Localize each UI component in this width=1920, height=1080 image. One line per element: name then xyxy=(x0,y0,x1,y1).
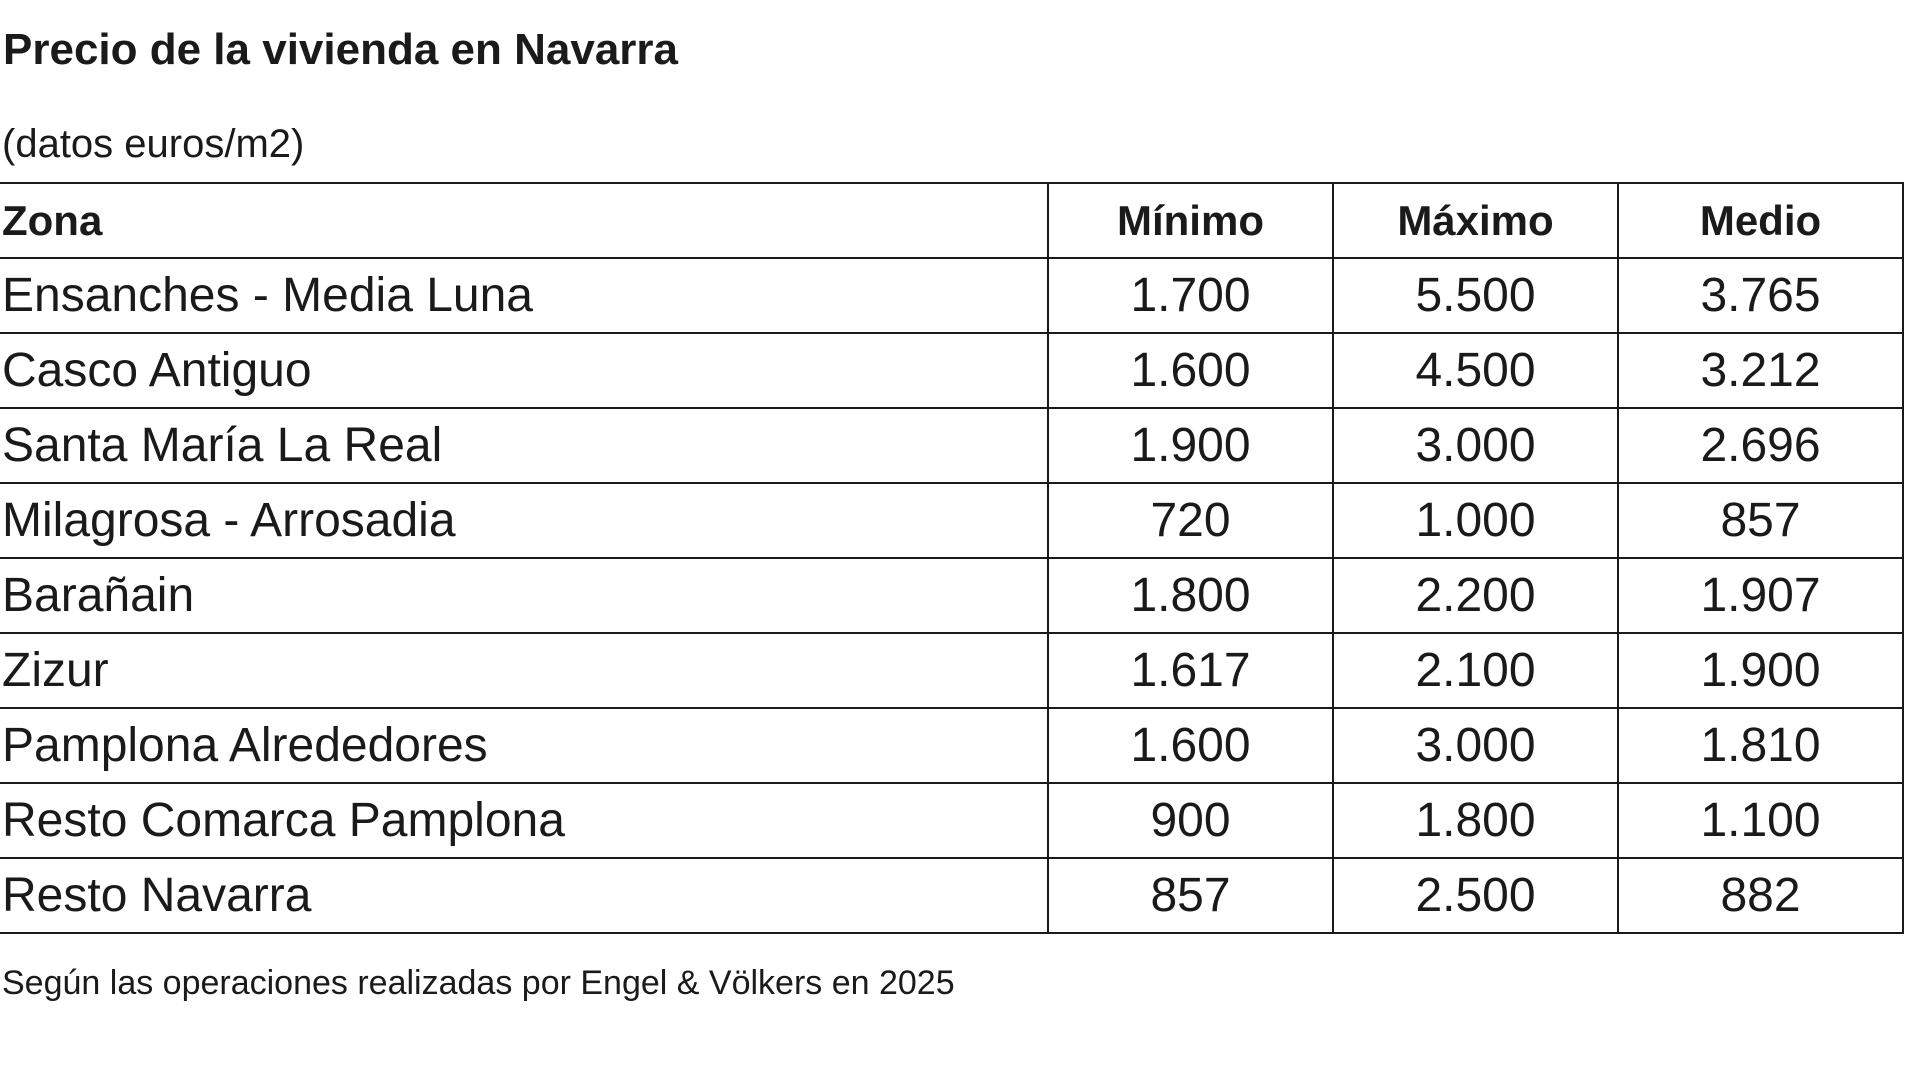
table-row: Ensanches - Media Luna 1.700 5.500 3.765 xyxy=(0,257,1904,334)
table-row: Barañain 1.800 2.200 1.907 xyxy=(0,557,1904,634)
cell-medio: 1.907 xyxy=(1617,557,1904,634)
cell-zona: Zizur xyxy=(0,632,1049,709)
cell-medio: 1.100 xyxy=(1617,782,1904,859)
cell-medio: 1.900 xyxy=(1617,632,1904,709)
cell-maximo: 2.500 xyxy=(1332,857,1619,934)
table-row: Pamplona Alrededores 1.600 3.000 1.810 xyxy=(0,707,1904,784)
cell-medio: 857 xyxy=(1617,482,1904,559)
cell-zona: Pamplona Alrededores xyxy=(0,707,1049,784)
cell-maximo: 1.000 xyxy=(1332,482,1619,559)
cell-minimo: 857 xyxy=(1047,857,1334,934)
cell-zona: Santa María La Real xyxy=(0,407,1049,484)
table-body: Ensanches - Media Luna 1.700 5.500 3.765 Cas… xyxy=(0,257,1904,934)
cell-minimo: 900 xyxy=(1047,782,1334,859)
cell-maximo: 3.000 xyxy=(1332,707,1619,784)
table-row: Zizur 1.617 2.100 1.900 xyxy=(0,632,1904,709)
cell-medio: 1.810 xyxy=(1617,707,1904,784)
table-row: Casco Antiguo 1.600 4.500 3.212 xyxy=(0,332,1904,409)
column-header-medio: Medio xyxy=(1617,182,1904,259)
column-header-zona: Zona xyxy=(0,182,1049,259)
table-row: Resto Navarra 857 2.500 882 xyxy=(0,857,1904,934)
cell-zona: Casco Antiguo xyxy=(0,332,1049,409)
table-header-row: Zona Mínimo Máximo Medio xyxy=(0,182,1904,259)
cell-medio: 3.765 xyxy=(1617,257,1904,334)
cell-zona: Barañain xyxy=(0,557,1049,634)
cell-maximo: 4.500 xyxy=(1332,332,1619,409)
table-row: Milagrosa - Arrosadia 720 1.000 857 xyxy=(0,482,1904,559)
table-row: Resto Comarca Pamplona 900 1.800 1.100 xyxy=(0,782,1904,859)
cell-minimo: 1.800 xyxy=(1047,557,1334,634)
cell-zona: Ensanches - Media Luna xyxy=(0,257,1049,334)
table-row: Santa María La Real 1.900 3.000 2.696 xyxy=(0,407,1904,484)
cell-minimo: 1.700 xyxy=(1047,257,1334,334)
cell-maximo: 5.500 xyxy=(1332,257,1619,334)
cell-minimo: 1.600 xyxy=(1047,707,1334,784)
cell-minimo: 720 xyxy=(1047,482,1334,559)
cell-zona: Resto Navarra xyxy=(0,857,1049,934)
cell-zona: Milagrosa - Arrosadia xyxy=(0,482,1049,559)
price-table: Zona Mínimo Máximo Medio Ensanches - Med… xyxy=(0,182,1904,934)
cell-maximo: 2.200 xyxy=(1332,557,1619,634)
cell-maximo: 3.000 xyxy=(1332,407,1619,484)
cell-medio: 3.212 xyxy=(1617,332,1904,409)
cell-zona: Resto Comarca Pamplona xyxy=(0,782,1049,859)
column-header-maximo: Máximo xyxy=(1332,182,1619,259)
cell-minimo: 1.617 xyxy=(1047,632,1334,709)
source-footnote: Según las operaciones realizadas por Eng… xyxy=(2,964,955,1002)
cell-maximo: 1.800 xyxy=(1332,782,1619,859)
cell-minimo: 1.600 xyxy=(1047,332,1334,409)
cell-minimo: 1.900 xyxy=(1047,407,1334,484)
cell-maximo: 2.100 xyxy=(1332,632,1619,709)
table-subtitle-units: (datos euros/m2) xyxy=(2,122,305,166)
cell-medio: 882 xyxy=(1617,857,1904,934)
column-header-minimo: Mínimo xyxy=(1047,182,1334,259)
cell-medio: 2.696 xyxy=(1617,407,1904,484)
table-title: Precio de la vivienda en Navarra xyxy=(3,25,679,74)
